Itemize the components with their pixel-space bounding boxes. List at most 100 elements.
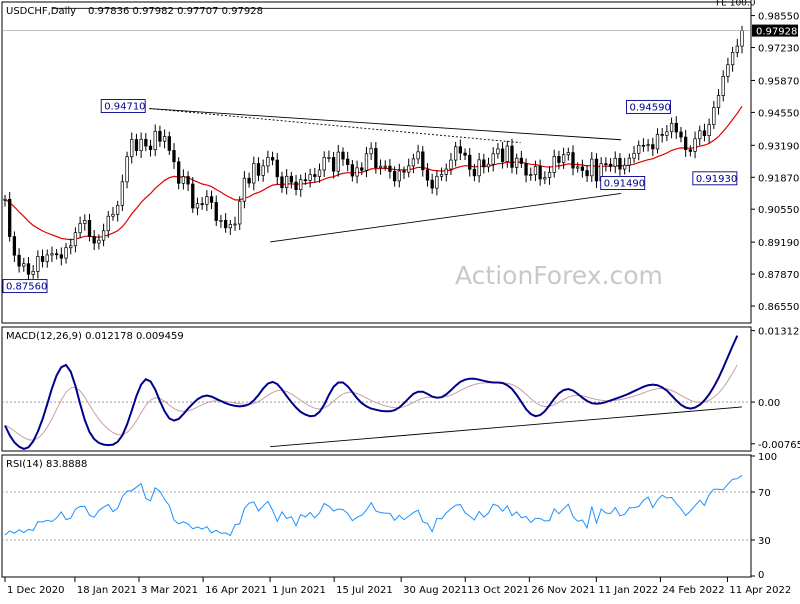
price-panel-frame [1,1,752,324]
price-candle-body [660,134,664,136]
price-candle-body [355,167,359,177]
rsi-y-tick-label: 70 [758,488,771,499]
price-candle-body [233,223,237,226]
price-candle-body [693,138,697,152]
price-candle-body [580,166,585,171]
watermark: ActionForex.com [455,261,663,290]
price-annotation-box [2,279,48,294]
price-candle-body [571,152,575,169]
x-axis-tick-label: 1 Jun 2021 [272,585,326,596]
price-candle-body [261,165,265,176]
price-candle-body [477,159,481,177]
price-y-tick-label: 0.90550 [758,205,799,216]
price-annotation-box [692,171,738,186]
price-candle-body [453,146,458,161]
price-candle-body [162,136,167,142]
price-candle-body [50,253,54,256]
price-candle-body [397,170,401,182]
price-candle-body [646,144,650,146]
price-candle-body [360,167,364,171]
price-y-tick-label: 0.95870 [758,76,799,87]
price-candle-body [622,164,627,170]
price-candle-body [341,151,345,160]
price-candle-body [242,177,247,202]
price-candle-body [486,163,491,168]
macd-title: MACD(12,26,9) 0.012178 0.009459 [6,331,184,342]
price-candle-body [270,157,275,161]
price-y-tick-label: 0.93190 [758,141,799,152]
price-candle-body [26,263,31,275]
price-candle-body [500,148,505,162]
price-candle-body [158,130,162,142]
price-candle-body [444,168,448,175]
price-candle-body [327,157,331,159]
price-y-tick-label: 0.91870 [758,173,799,184]
rsi-y-tick-label: 30 [758,536,771,547]
price-candle-body [125,156,129,183]
price-candle-body [186,176,190,185]
price-candle-body [12,236,17,256]
x-axis-tick-label: 11 Jan 2022 [598,585,658,596]
price-candle-body [430,179,434,189]
price-candle-body [200,203,204,205]
price-candle-body [524,163,528,176]
price-candle-body [613,158,617,167]
price-annotation-label: 0.91490 [604,178,645,189]
price-y-tick-label: 0.97230 [758,44,799,55]
price-candle-body [547,172,552,178]
macd-y-tick-label: 0.00 [758,398,780,409]
price-candle-body [421,151,425,171]
price-candle-body [608,163,613,167]
price-candle-body [191,183,195,209]
price-candle-body [538,166,542,180]
price-candle-body [17,254,21,267]
ohlc-readout: 0.97836 0.97982 0.97707 0.97928 [88,6,263,17]
price-candle-body [496,148,500,155]
price-candle-body [519,157,524,164]
symbol-label: USDCHF,Daily [6,6,76,17]
price-candle-body [510,145,514,168]
triangle-trendline [270,193,622,243]
price-candle-body [247,177,251,184]
price-candle-body [97,239,101,244]
price-candle-body [134,139,139,151]
price-candle-body [322,157,326,171]
price-candle-body [669,122,674,133]
price-candle-body [425,169,430,181]
price-candle-body [299,179,303,190]
price-candle-body [651,144,655,150]
price-candle-body [585,170,589,177]
price-annotation-label: 0.94590 [629,102,670,113]
price-candle-body [716,95,721,108]
price-candle-body [153,130,157,151]
price-candle-body [167,136,171,151]
price-candle-body [252,163,256,184]
x-axis-tick-label: 16 Apr 2021 [205,585,267,596]
price-candle-body [665,131,669,136]
price-candle-body [374,148,378,168]
price-candle-body [78,223,82,234]
x-axis-tick-label: 30 Aug 2021 [403,585,467,596]
price-candle-body [515,157,519,168]
rsi-panel-frame [1,454,752,578]
price-candle-body [223,219,228,229]
price-y-tick-label: 0.98550 [758,12,799,23]
price-candle-body [679,131,683,138]
price-candle-body [177,161,181,184]
price-candle-body [618,158,622,170]
price-candle-body [256,163,261,176]
macd-panel-frame [1,326,752,452]
price-candle-body [533,166,538,175]
price-candle-body [116,204,120,215]
price-candle-body [59,254,63,259]
price-candle-body [637,144,641,154]
price-candle-body [106,215,110,232]
fe-level-label: FE 100.0 [716,0,756,8]
x-axis-tick-label: 15 Jul 2021 [336,585,393,596]
price-candle-body [561,154,566,163]
price-candle-body [8,198,12,237]
price-candle-body [684,136,688,151]
x-axis-tick-label: 26 Nov 2021 [531,585,595,596]
price-candle-body [463,152,467,156]
